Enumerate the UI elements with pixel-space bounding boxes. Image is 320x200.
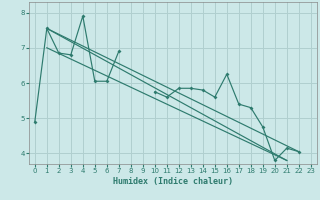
X-axis label: Humidex (Indice chaleur): Humidex (Indice chaleur)	[113, 177, 233, 186]
